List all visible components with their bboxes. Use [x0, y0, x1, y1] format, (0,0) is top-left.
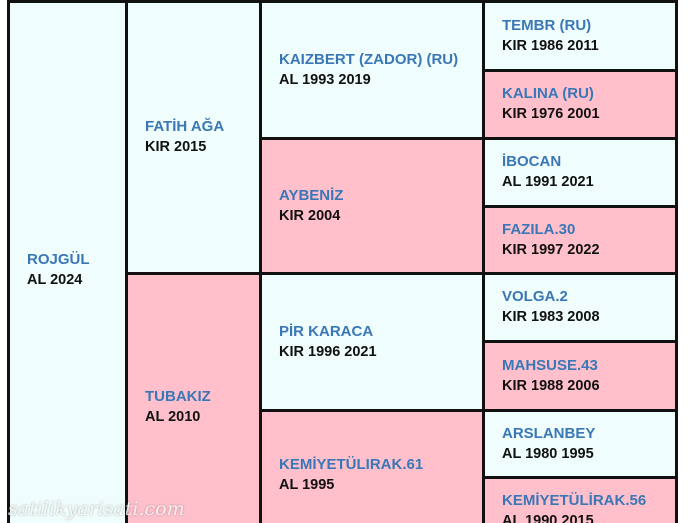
horse-cell[interactable]: ROJGÜL AL 2024	[7, 0, 128, 523]
sd-dam-cell[interactable]: FAZILA.30 KIR 1997 2022	[482, 205, 678, 275]
sire-dam-name[interactable]: AYBENİZ	[279, 186, 344, 204]
sire-info: KIR 2015	[145, 139, 207, 155]
dd-sire-cell[interactable]: ARSLANBEY AL 1980 1995	[482, 409, 678, 479]
sd-sire-info: AL 1991 2021	[502, 174, 594, 190]
ds-dam-name[interactable]: MAHSUSE.43	[502, 356, 598, 374]
dam-info: AL 2010	[145, 408, 201, 425]
sd-dam-info: KIR 1997 2022	[502, 241, 600, 258]
horse-info: AL 2024	[27, 271, 83, 288]
sire-sire-name[interactable]: KAIZBERT (ZADOR) (RU)	[279, 50, 459, 68]
dam-sire-cell[interactable]: PİR KARACA KIR 1996 2021	[259, 272, 485, 412]
dam-sire-info: KIR 1996 2021	[279, 343, 377, 360]
sire-dam-info: KIR 2004	[279, 207, 341, 224]
dd-dam-cell[interactable]: KEMİYETÜLİRAK.56 AL 1990 2015	[482, 476, 678, 523]
dd-sire-info: AL 1980 1995	[502, 445, 594, 462]
sd-dam-name[interactable]: FAZILA.30	[502, 220, 576, 238]
sd-sire-name[interactable]: İBOCAN	[502, 153, 562, 170]
ss-sire-name[interactable]: TEMBR (RU)	[502, 16, 592, 34]
ss-sire-cell[interactable]: TEMBR (RU) KIR 1986 2011	[482, 0, 678, 72]
watermark-text: satilikyarisati.com	[8, 498, 185, 520]
dam-name[interactable]: TUBAKIZ	[145, 387, 211, 405]
ss-dam-name[interactable]: KALINA (RU)	[502, 85, 594, 102]
dam-dam-cell[interactable]: KEMİYETÜLIRAK.61 AL 1995	[259, 409, 485, 523]
ds-sire-cell[interactable]: VOLGA.2 KIR 1983 2008	[482, 272, 678, 343]
dd-dam-name[interactable]: KEMİYETÜLİRAK.56	[502, 491, 647, 509]
dd-dam-info: AL 1990 2015	[502, 512, 594, 523]
dam-dam-name[interactable]: KEMİYETÜLIRAK.61	[279, 456, 424, 473]
sire-cell[interactable]: FATİH AĞA KIR 2015	[125, 0, 262, 275]
sd-sire-cell[interactable]: İBOCAN AL 1991 2021	[482, 137, 678, 208]
ds-sire-name[interactable]: VOLGA.2	[502, 288, 568, 305]
sire-sire-cell[interactable]: KAIZBERT (ZADOR) (RU) AL 1993 2019	[259, 0, 485, 140]
ss-dam-cell[interactable]: KALINA (RU) KIR 1976 2001	[482, 69, 678, 140]
dam-cell[interactable]: TUBAKIZ AL 2010	[125, 272, 262, 523]
ss-sire-info: KIR 1986 2011	[502, 37, 599, 54]
sire-name[interactable]: FATİH AĞA	[145, 118, 225, 135]
sire-sire-info: AL 1993 2019	[279, 71, 371, 88]
ds-dam-info: KIR 1988 2006	[502, 377, 600, 394]
dam-sire-name[interactable]: PİR KARACA	[279, 322, 374, 340]
horse-name[interactable]: ROJGÜL	[27, 250, 90, 268]
ds-dam-cell[interactable]: MAHSUSE.43 KIR 1988 2006	[482, 340, 678, 412]
sire-dam-cell[interactable]: AYBENİZ KIR 2004	[259, 137, 485, 275]
dam-dam-info: AL 1995	[279, 477, 335, 493]
ss-dam-info: KIR 1976 2001	[502, 106, 600, 122]
ds-sire-info: KIR 1983 2008	[502, 309, 600, 325]
dd-sire-name[interactable]: ARSLANBEY	[502, 424, 596, 442]
